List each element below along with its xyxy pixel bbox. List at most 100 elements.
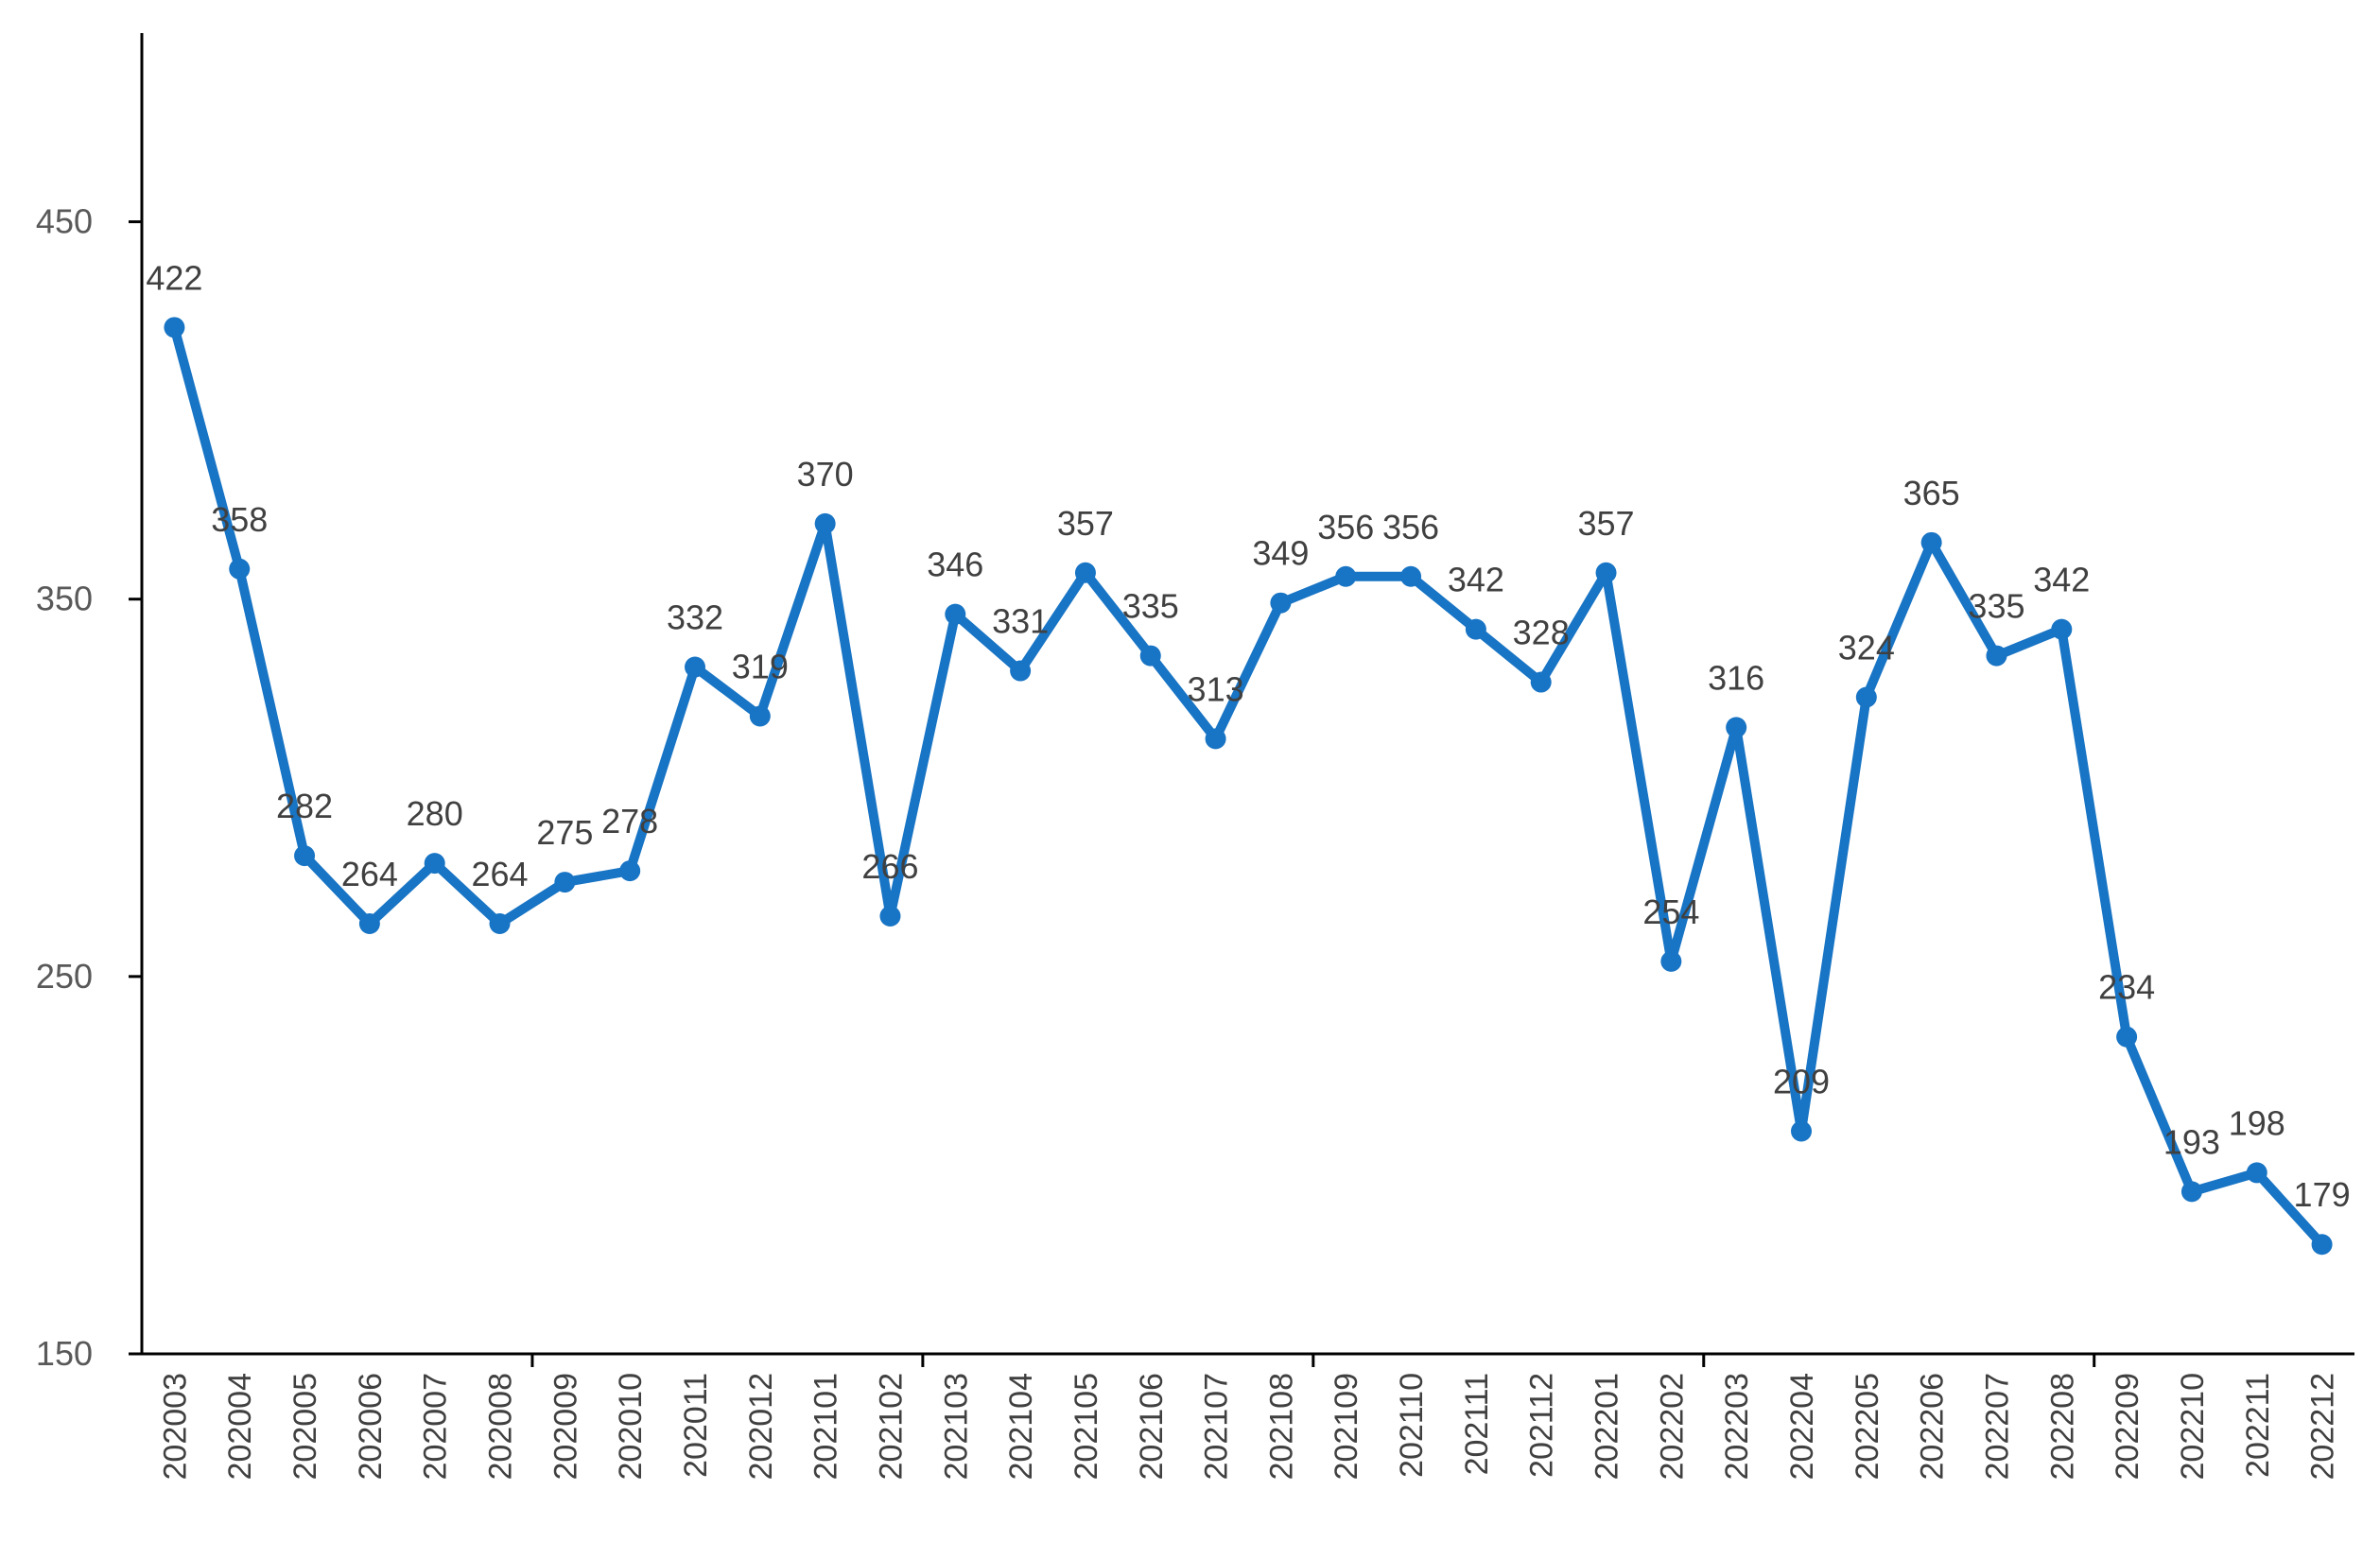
data-point [1010,660,1032,682]
data-label: 335 [1968,587,2024,626]
data-point [2311,1234,2333,1256]
x-tick-label: 202210 [2175,1373,2211,1480]
data-point [294,845,316,867]
x-tick-label: 202110 [1394,1373,1430,1478]
x-tick-label: 202206 [1915,1373,1951,1480]
data-point [814,512,836,534]
data-label: 357 [1057,504,1114,543]
data-label: 328 [1513,614,1570,652]
x-tick-label: 202109 [1329,1373,1364,1480]
data-label: 335 [1122,587,1179,626]
data-label: 282 [276,787,333,825]
series-line [169,322,2327,1250]
data-label: 313 [1188,669,1244,708]
x-tick-label: 202103 [938,1373,974,1480]
data-point [1335,565,1357,587]
data-label: 264 [471,855,528,893]
data-label: 264 [341,855,398,893]
x-tick-label: 202209 [2110,1373,2145,1480]
data-label: 209 [1773,1063,1830,1101]
data-label: 234 [2098,968,2155,1007]
data-label: 356 [1382,508,1439,546]
x-axis: 202003 202004 202005 202006 202007 202008 2020… [142,1352,2354,1480]
data-label: 365 [1903,474,1960,512]
y-axis: 150 250 350 450 [36,33,144,1373]
x-tick-label: 202204 [1784,1373,1820,1480]
data-point [619,860,641,882]
data-label: 357 [1577,504,1634,543]
data-label: 193 [2163,1122,2220,1161]
x-tick-label: 202205 [1850,1373,1885,1480]
x-tick-label: 202104 [1003,1373,1039,1480]
data-label: 266 [861,847,918,886]
data-point [1660,950,1682,972]
x-tick-label: 202007 [418,1373,454,1480]
data-point [424,853,445,875]
data-label: 370 [797,455,854,494]
data-point [358,912,380,934]
x-tick-label: 202202 [1654,1373,1690,1480]
data-label: 358 [211,500,268,539]
data-point [1270,592,1292,614]
data-point [1465,618,1486,640]
data-point [1855,686,1877,708]
data-point [1530,671,1552,693]
x-tick-label: 202006 [353,1373,389,1480]
data-point [164,317,185,338]
x-tick-label: 202102 [873,1373,909,1480]
data-series [164,317,2333,1256]
data-point [1791,1120,1812,1142]
data-point [1074,562,1096,583]
x-tick-label: 202101 [808,1373,844,1480]
data-point [2180,1181,2202,1203]
x-tick-label: 202212 [2305,1373,2341,1480]
x-tick-label: 202211 [2240,1373,2276,1478]
x-tick-label: 202207 [1979,1373,2015,1480]
data-point [2116,1026,2138,1048]
data-label: 254 [1642,892,1699,931]
x-tick-label: 202004 [222,1373,258,1480]
y-tick-label: 150 [36,1334,93,1373]
data-label: 319 [732,647,789,685]
data-label: 422 [146,258,202,297]
x-tick-label: 202112 [1524,1373,1560,1478]
data-point [1400,565,1422,587]
data-point [1726,717,1747,738]
data-label: 346 [927,546,983,584]
x-tick-label: 202106 [1134,1373,1170,1480]
data-point [489,912,511,934]
x-tick-label: 202105 [1068,1373,1104,1480]
data-label: 275 [536,813,593,852]
data-label: 278 [601,802,658,840]
data-point [1139,645,1161,667]
data-point [1920,531,1942,553]
data-point [229,558,251,580]
data-label: 331 [992,602,1049,641]
data-point [879,905,901,927]
x-tick-label: 202009 [547,1373,583,1480]
y-tick-label: 450 [36,202,93,241]
x-tick-label: 202011 [678,1373,714,1478]
x-tick-label: 202208 [2044,1373,2080,1480]
x-tick-label: 202108 [1263,1373,1299,1480]
data-point [1595,562,1617,583]
x-tick-label: 202107 [1199,1373,1235,1480]
x-tick-label: 202008 [483,1373,519,1480]
x-tick-label: 202005 [287,1373,323,1480]
data-label: 356 [1317,508,1374,546]
data-point [554,872,576,893]
y-tick-label: 350 [36,580,93,618]
data-point [1205,728,1226,750]
x-tick-label: 202203 [1719,1373,1755,1480]
data-point [945,603,966,625]
x-tick-label: 202010 [613,1373,649,1480]
x-tick-label: 202012 [743,1373,779,1480]
data-point [2051,618,2073,640]
data-point [685,656,705,678]
y-tick-label: 250 [36,957,93,996]
data-label: 332 [667,598,723,637]
x-tick-label: 202111 [1459,1373,1495,1475]
